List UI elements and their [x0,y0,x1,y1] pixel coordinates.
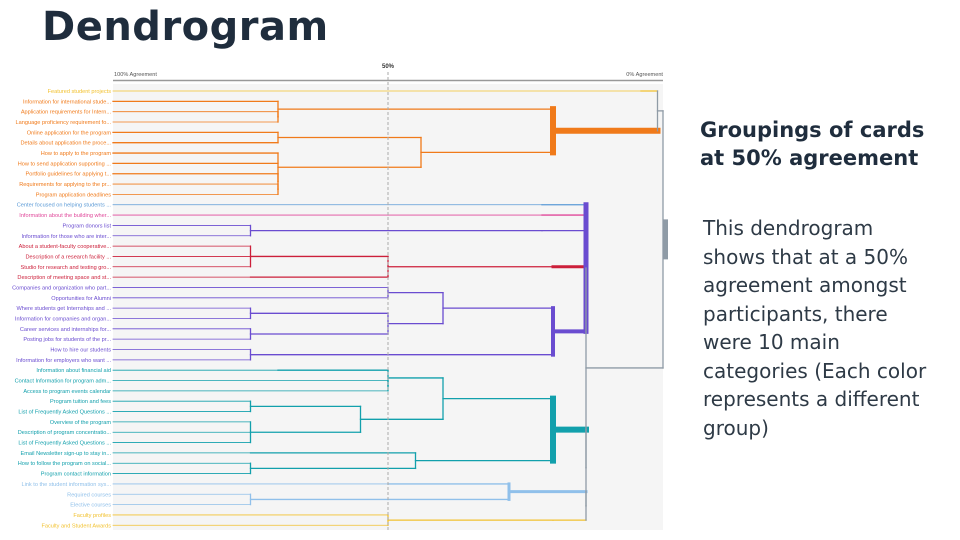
leaf-label: List of Frequently Asked Questions ... [18,410,111,416]
leaf-label: Opportunities for Alumni [51,296,111,302]
leaf-label: Faculty profiles [73,513,111,519]
axis-label-left: 100% Agreement [114,72,157,78]
leaf-label: Access to program events calendar [23,389,111,395]
leaf-label: How to send application supporting ... [18,161,112,167]
leaf-label: Details about application the proce... [21,141,112,147]
leaf-label: Information for employers who want ... [16,358,111,364]
leaf-label: Information about the building wher... [19,213,111,219]
leaf-label: About a student-faculty cooperative... [19,244,112,250]
axis-label-right: 0% Agreement [626,72,663,78]
leaf-label: Faculty and Student Awards [41,523,111,529]
leaf-label: Online application for the program [27,130,112,136]
side-heading: Groupings of cards at 50% agreement [700,118,925,170]
leaf-label: How to apply to the program [41,151,112,157]
leaf-label: Posting jobs for students of the pr... [23,337,111,343]
leaf-label: How to follow the program on social... [18,461,112,467]
leaf-label: Description of a research facility ... [26,254,112,260]
leaf-label: Email Newsletter sign-up to stay in... [21,451,112,457]
leaf-label: Information about financial aid [36,368,111,374]
leaf-label: Program tuition and fees [50,399,111,405]
side-body: This dendrogram shows that at a 50% agre… [703,216,927,440]
leaf-label: List of Frequently Asked Questions ... [18,441,111,447]
leaf-label: Description of program concentratio... [18,430,112,436]
leaf-label: Companies and organization who part... [12,285,111,291]
leaf-label: Program contact information [41,472,111,478]
leaf-label: Contact Information for program adm... [15,379,112,385]
dendrogram-trunk [663,219,668,260]
leaf-label: Link to the student information sys... [21,482,111,488]
leaf-label: Description of meeting space and st... [17,275,111,281]
leaf-label: Requirements for applying to the pr... [19,182,111,188]
leaf-label: Information for international stude... [23,99,111,105]
leaf-label: Career services and internships for... [20,327,112,333]
leaf-label: Language proficiency requirement fo... [16,120,112,126]
slide-title: Dendrogram [42,4,329,50]
leaf-label: Required courses [67,492,111,498]
leaf-label: Application requirements for Intern... [21,110,112,116]
leaf-label: Featured student projects [48,89,112,95]
leaf-label: Studio for research and testing gro... [21,265,112,271]
leaf-label: How to hire our students [50,348,111,354]
leaf-label: Overview of the program [50,420,112,426]
leaf-label: Program application deadlines [36,192,111,198]
leaf-label: Program donors list [63,223,112,229]
leaf-label: Portfolio guidelines for applying t... [25,172,111,178]
leaf-label: Where students get Internships and ... [16,306,111,312]
leaf-label: Center focused on helping students ... [17,203,112,209]
axis-label-mid: 50% [382,64,395,70]
leaf-label: Information for those who are inter... [21,234,111,240]
dendrogram-chart: 100% Agreement 50% 0% Agreement Featured… [12,64,668,530]
leaf-label: Elective courses [70,503,111,509]
leaf-label: Information for companies and organ... [15,316,112,322]
